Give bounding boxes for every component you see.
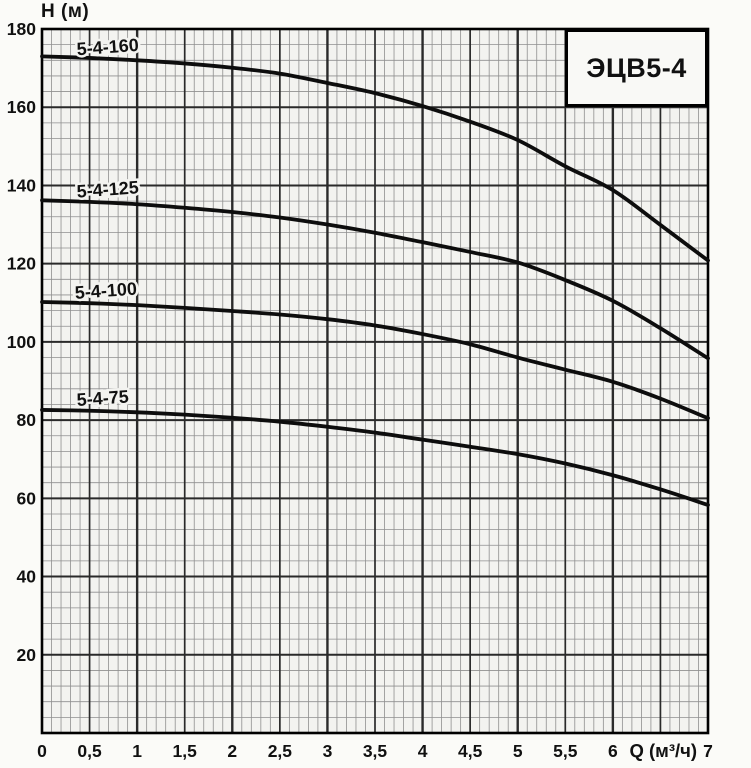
x-tick-label: 5 <box>513 741 523 761</box>
y-tick-label: 160 <box>7 97 36 117</box>
x-tick-label: 3 <box>323 741 333 761</box>
x-tick-label: 7 <box>703 741 713 761</box>
curve-5-4-160 <box>40 54 710 263</box>
x-tick-label: 2,5 <box>268 741 293 761</box>
curve-5-4-125 <box>40 198 710 361</box>
curve-label-5-4-160: 5-4-160 <box>76 35 139 59</box>
x-tick-label: 1 <box>132 741 142 761</box>
y-axis-title: H (м) <box>41 1 90 22</box>
grid-major <box>42 29 708 733</box>
x-tick-label: 6 <box>608 741 618 761</box>
x-tick-label: 2 <box>227 741 237 761</box>
series-family-label-box: ЭЦВ5-4 <box>565 29 708 107</box>
curve-5-4-100 <box>40 300 710 421</box>
curve-5-4-75 <box>40 408 710 507</box>
y-tick-label: 80 <box>17 410 37 430</box>
x-tick-label: 3,5 <box>363 741 388 761</box>
x-tick-label: 0 <box>37 741 47 761</box>
y-tick-label: 120 <box>7 254 36 274</box>
y-tick-label: 20 <box>17 645 37 665</box>
x-tick-label: 4 <box>418 741 428 761</box>
x-tick-label: 4,5 <box>458 741 483 761</box>
x-tick-label: 1,5 <box>173 741 198 761</box>
x-tick-label: 0,5 <box>77 741 102 761</box>
plot-border <box>40 27 710 735</box>
y-tick-label: 100 <box>7 332 36 352</box>
y-tick-label: 180 <box>7 19 36 39</box>
y-tick-label: 60 <box>17 488 37 508</box>
series-family-label: ЭЦВ5-4 <box>586 52 687 83</box>
y-tick-label: 40 <box>17 567 37 587</box>
y-tick-labels: 180 160 140 120 100 80 60 40 20 <box>7 19 36 665</box>
y-tick-label: 140 <box>7 175 36 195</box>
curve-label-5-4-75: 5-4-75 <box>76 386 129 410</box>
x-axis-title: Q (м³/ч) <box>629 740 697 761</box>
x-tick-labels: 0 0,5 1 1,5 2 2,5 3 3,5 4 4,5 5 5,5 6 7 Q (м³/ч) <box>37 740 713 761</box>
x-tick-label: 5,5 <box>553 741 578 761</box>
